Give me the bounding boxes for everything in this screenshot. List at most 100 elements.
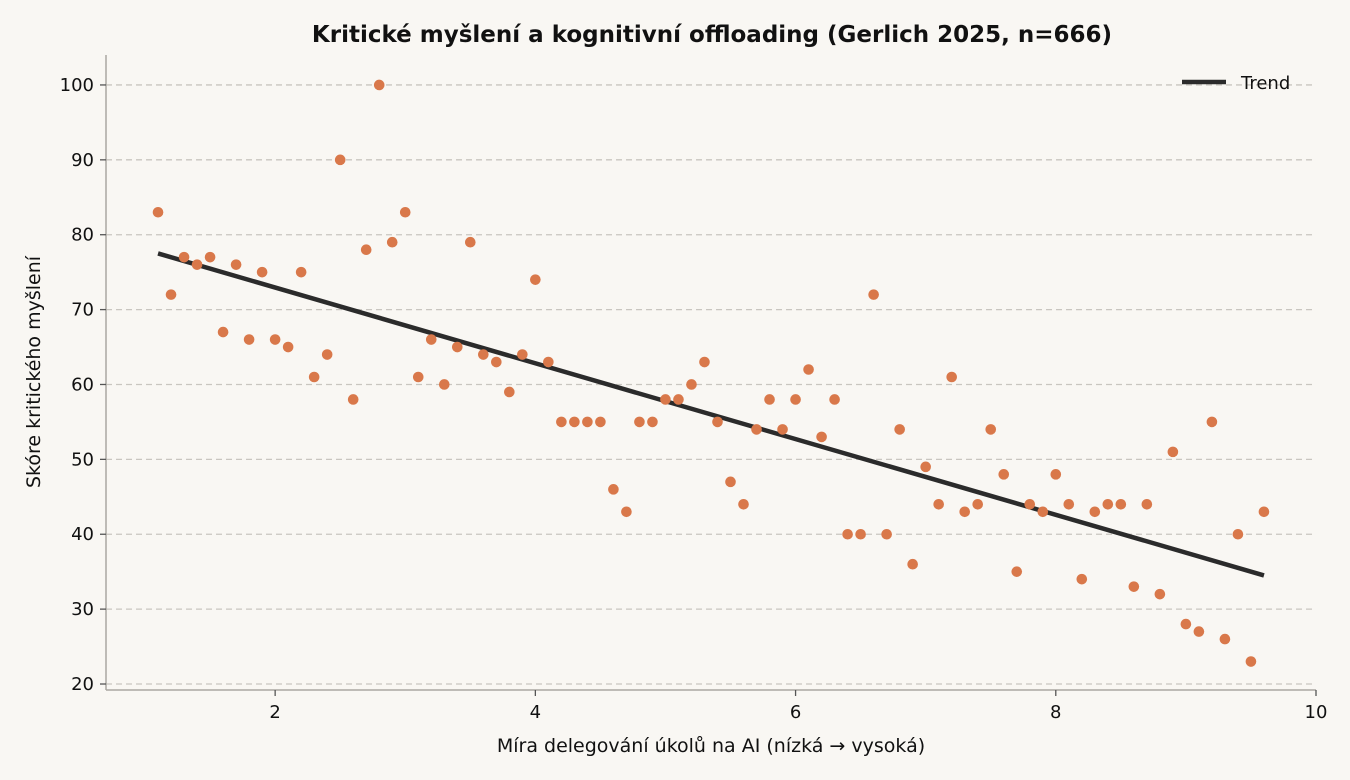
data-point xyxy=(438,379,450,390)
data-point xyxy=(178,251,190,263)
data-point xyxy=(972,498,984,510)
data-point xyxy=(1102,498,1114,510)
data-point xyxy=(647,416,658,428)
data-point xyxy=(569,416,580,428)
data-point xyxy=(764,394,775,405)
x-tick-label: 8 xyxy=(1050,702,1061,723)
data-point xyxy=(412,371,424,383)
data-point xyxy=(1076,573,1088,585)
data-point xyxy=(868,289,879,300)
y-tick-label: 70 xyxy=(71,300,94,321)
data-point xyxy=(985,424,997,435)
data-point xyxy=(1089,506,1101,518)
data-point xyxy=(608,484,619,495)
data-point xyxy=(1037,506,1049,518)
data-point xyxy=(816,431,827,443)
data-point xyxy=(1193,626,1205,637)
data-point xyxy=(543,356,554,368)
data-point xyxy=(1154,588,1166,600)
data-point xyxy=(803,364,814,375)
data-point xyxy=(634,416,645,428)
data-point xyxy=(881,528,892,540)
data-point xyxy=(204,251,216,263)
data-point xyxy=(725,476,736,488)
data-point xyxy=(191,259,203,270)
data-point xyxy=(1180,618,1192,630)
legend: Trend xyxy=(1182,73,1290,94)
data-point xyxy=(751,424,762,435)
chart-title: Kritické myšlení a kognitivní offloading… xyxy=(312,22,1112,48)
y-tick-label: 50 xyxy=(71,449,94,470)
data-point xyxy=(894,424,905,435)
data-point xyxy=(1141,498,1153,510)
data-point xyxy=(1024,498,1036,510)
y-tick-label: 80 xyxy=(71,225,94,246)
data-point xyxy=(777,424,788,435)
data-point xyxy=(699,356,710,368)
data-point xyxy=(1219,633,1231,645)
data-point xyxy=(491,356,502,368)
data-point xyxy=(269,334,281,345)
legend-trend-label: Trend xyxy=(1240,73,1290,94)
trend-layer xyxy=(157,251,1265,578)
data-point xyxy=(334,154,346,166)
x-tick-label: 10 xyxy=(1305,702,1328,723)
data-point xyxy=(217,326,229,338)
data-point xyxy=(1245,656,1257,667)
data-point xyxy=(321,349,333,360)
y-tick-label: 100 xyxy=(60,75,94,96)
data-point xyxy=(347,394,359,405)
x-tick-label: 6 xyxy=(790,702,801,723)
grid-lines xyxy=(106,84,1316,685)
trend-line xyxy=(157,251,1265,578)
data-point xyxy=(1167,446,1179,458)
data-point xyxy=(308,371,320,383)
data-point xyxy=(1206,416,1218,428)
data-point xyxy=(386,236,398,248)
data-point xyxy=(478,349,489,360)
data-point xyxy=(933,498,944,510)
data-point xyxy=(1232,528,1244,540)
data-point xyxy=(165,289,177,300)
y-axis-label: Skóre kritického myšlení xyxy=(23,255,45,488)
y-tick-label: 40 xyxy=(71,524,94,545)
data-point xyxy=(1050,469,1062,480)
data-point xyxy=(373,79,385,91)
x-tick-label: 4 xyxy=(530,702,541,723)
data-point xyxy=(504,386,515,398)
data-point xyxy=(959,506,971,518)
data-point xyxy=(399,206,411,218)
data-point xyxy=(946,371,957,383)
data-point xyxy=(660,394,671,405)
data-point xyxy=(673,394,684,405)
x-tick-label: 2 xyxy=(269,702,280,723)
x-axis-label: Míra delegování úkolů na AI (nízká → vys… xyxy=(497,735,925,757)
data-point xyxy=(556,416,567,428)
data-point xyxy=(842,528,853,540)
data-point xyxy=(530,274,541,285)
data-point xyxy=(1115,498,1127,510)
data-point xyxy=(230,259,242,270)
y-tick-label: 20 xyxy=(71,674,94,695)
data-point xyxy=(465,236,476,248)
data-point xyxy=(907,558,918,570)
data-point xyxy=(1063,498,1075,510)
data-point xyxy=(595,416,606,428)
data-points xyxy=(152,79,1270,667)
data-point xyxy=(855,528,866,540)
data-point xyxy=(920,461,931,473)
y-tick-label: 60 xyxy=(71,374,94,395)
data-point xyxy=(738,498,749,510)
data-point xyxy=(712,416,723,428)
data-point xyxy=(829,394,840,405)
data-point xyxy=(790,394,801,405)
y-tick-label: 30 xyxy=(71,599,94,620)
data-point xyxy=(1128,581,1140,592)
axes-spines xyxy=(105,55,1316,691)
data-point xyxy=(256,266,268,278)
axis-ticks: 20 30 40 50 60 70 80 90 100 2 4 6 8 10 xyxy=(60,75,1328,723)
data-point xyxy=(360,244,372,255)
y-tick-label: 90 xyxy=(71,150,94,171)
data-point xyxy=(582,416,593,428)
